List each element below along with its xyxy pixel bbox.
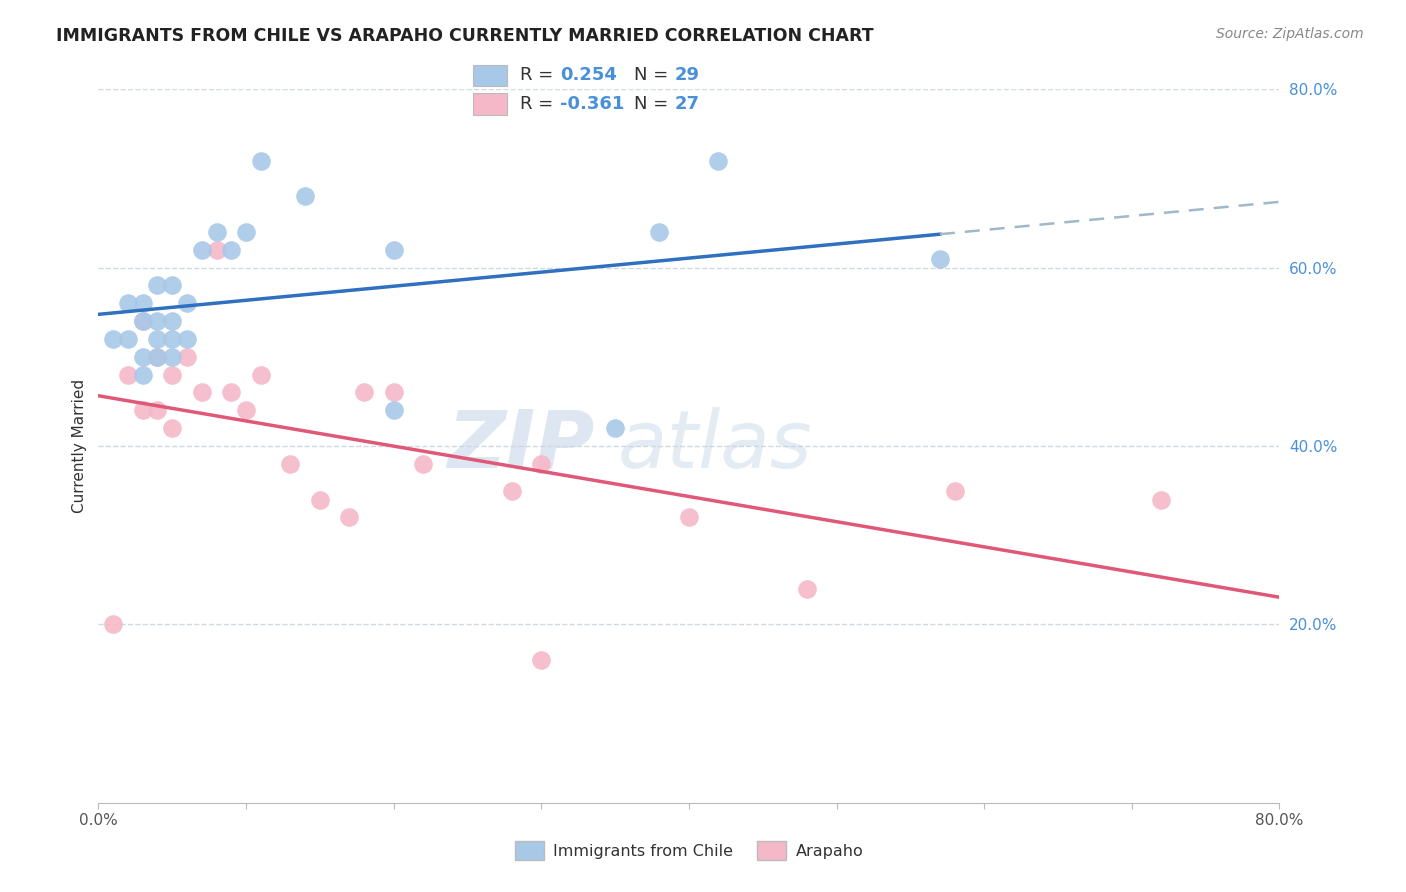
- Point: [796, 582, 818, 596]
- Text: R =: R =: [520, 66, 558, 85]
- Point: [221, 385, 243, 400]
- Point: [235, 225, 257, 239]
- Point: [1150, 492, 1173, 507]
- Y-axis label: Currently Married: Currently Married: [72, 379, 87, 513]
- Point: [103, 332, 125, 346]
- Point: [146, 314, 169, 328]
- Point: [117, 368, 139, 382]
- Point: [707, 153, 730, 168]
- Point: [221, 243, 243, 257]
- Text: 27: 27: [675, 95, 699, 112]
- Point: [205, 243, 228, 257]
- Point: [117, 332, 139, 346]
- Point: [382, 403, 405, 417]
- Point: [146, 332, 169, 346]
- Point: [132, 350, 155, 364]
- Point: [162, 314, 183, 328]
- Point: [176, 350, 198, 364]
- Point: [929, 252, 952, 266]
- Point: [132, 368, 155, 382]
- Point: [353, 385, 375, 400]
- Point: [132, 403, 155, 417]
- Text: N =: N =: [634, 95, 673, 112]
- Point: [191, 243, 214, 257]
- FancyBboxPatch shape: [474, 64, 508, 87]
- Point: [132, 314, 155, 328]
- Text: IMMIGRANTS FROM CHILE VS ARAPAHO CURRENTLY MARRIED CORRELATION CHART: IMMIGRANTS FROM CHILE VS ARAPAHO CURRENT…: [56, 27, 875, 45]
- Point: [605, 421, 627, 435]
- Point: [146, 350, 169, 364]
- Point: [382, 243, 405, 257]
- Point: [294, 189, 316, 203]
- Point: [176, 296, 198, 310]
- Point: [235, 403, 257, 417]
- Point: [280, 457, 302, 471]
- Point: [205, 225, 228, 239]
- Point: [146, 278, 169, 293]
- Point: [132, 314, 155, 328]
- Point: [162, 278, 183, 293]
- Point: [146, 350, 169, 364]
- Point: [678, 510, 700, 524]
- Point: [530, 457, 553, 471]
- Point: [162, 421, 183, 435]
- Point: [412, 457, 434, 471]
- Text: 0.254: 0.254: [560, 66, 617, 85]
- Point: [103, 617, 125, 632]
- Point: [530, 653, 553, 667]
- Point: [117, 296, 139, 310]
- Point: [339, 510, 361, 524]
- Text: Source: ZipAtlas.com: Source: ZipAtlas.com: [1216, 27, 1364, 41]
- Text: ZIP: ZIP: [447, 407, 595, 485]
- Point: [943, 483, 966, 498]
- Text: atlas: atlas: [619, 407, 813, 485]
- Legend: Immigrants from Chile, Arapaho: Immigrants from Chile, Arapaho: [509, 835, 869, 866]
- Point: [191, 385, 214, 400]
- Text: N =: N =: [634, 66, 673, 85]
- Point: [146, 403, 169, 417]
- Point: [162, 332, 183, 346]
- FancyBboxPatch shape: [474, 93, 508, 115]
- Text: R =: R =: [520, 95, 558, 112]
- Point: [250, 368, 273, 382]
- Point: [309, 492, 332, 507]
- Point: [501, 483, 523, 498]
- Text: -0.361: -0.361: [560, 95, 624, 112]
- Text: 29: 29: [675, 66, 699, 85]
- Point: [648, 225, 671, 239]
- Point: [132, 296, 155, 310]
- Point: [162, 368, 183, 382]
- Point: [176, 332, 198, 346]
- Point: [382, 385, 405, 400]
- Point: [162, 350, 183, 364]
- Point: [250, 153, 273, 168]
